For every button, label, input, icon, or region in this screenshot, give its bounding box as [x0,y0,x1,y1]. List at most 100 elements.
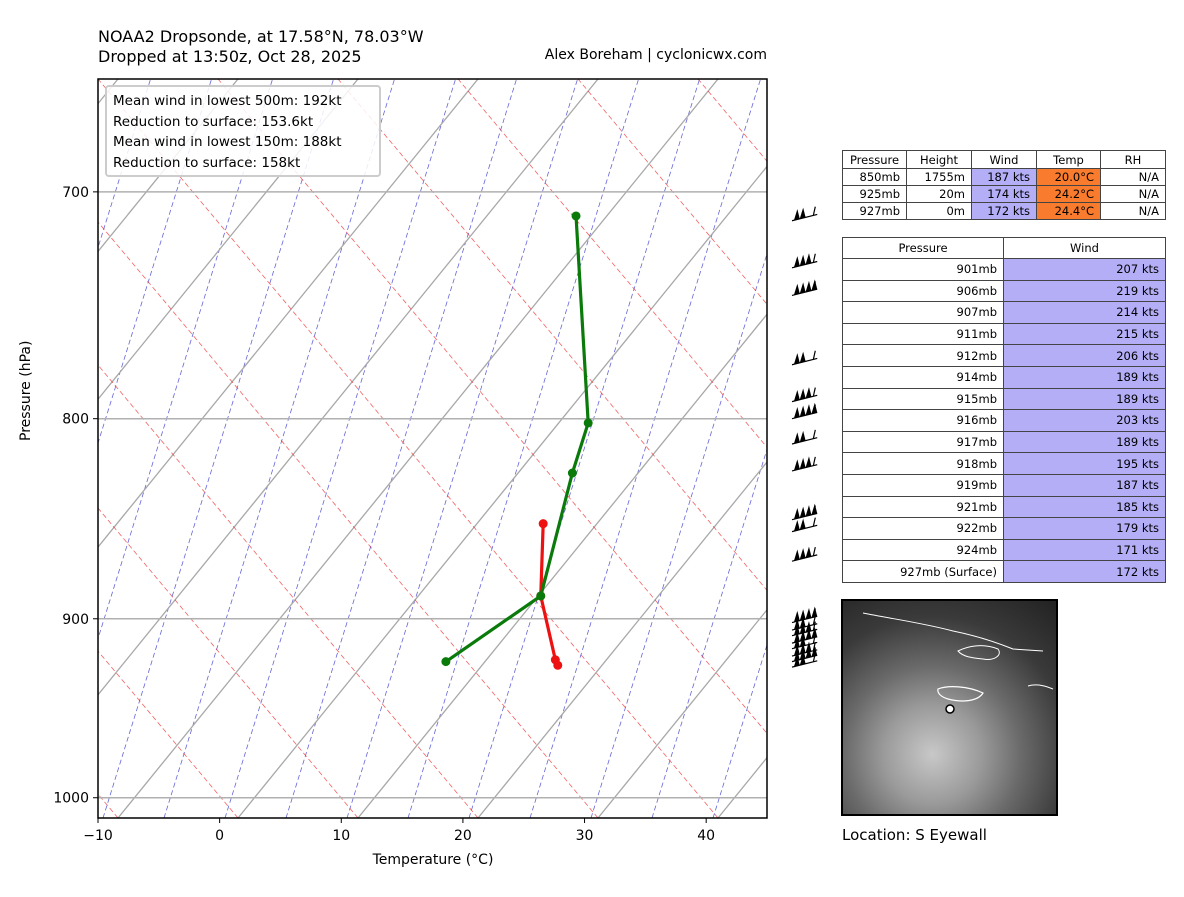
dry-adiabat-line [98,364,479,818]
chart-credit: Alex Boreham | cyclonicwx.com [544,47,767,63]
isotherm-line [163,79,395,818]
cell-temp: 24.4°C [1036,202,1101,220]
cell-wind: 203 kts [1003,409,1166,432]
cell-wind: 172 kts [1003,560,1166,583]
x-tick-label: 40 [697,828,715,844]
dry-adiabat-line [337,79,767,591]
cell-height: 0m [906,202,972,220]
data-point [441,657,451,667]
dry-adiabat-line [217,79,767,734]
cell-rh: N/A [1100,185,1166,203]
skewed-isotherm-line [98,79,599,696]
cell-wind: 214 kts [1003,301,1166,324]
info-line: Mean wind in lowest 150m: 188kt [113,134,342,150]
table-row: 914mb 189 kts [842,365,1166,389]
table-row: 901mb 207 kts [842,258,1166,281]
levels-table-header: Pressure Height Wind Temp RH [842,150,1166,169]
isotherm-line [590,252,767,818]
x-tick-label: 20 [454,828,472,844]
table-row: 906mb 219 kts [842,279,1166,303]
table-row: 924mb 171 kts [842,538,1166,562]
wind-barb [791,429,818,445]
x-axis-label: Temperature (°C) [372,852,494,868]
cell-wind: 207 kts [1003,258,1166,281]
data-point [567,468,577,478]
isotherm-line [407,79,639,818]
wind-barb [791,517,818,533]
cell-pressure: 927mb [842,202,907,220]
table-row: 927mb (Surface) 172 kts [842,560,1166,583]
wind-barb [791,253,818,269]
chart-title-line1: NOAA2 Dropsonde, at 17.58°N, 78.03°W [98,27,424,46]
y-tick-label: 700 [62,185,89,201]
data-point [536,591,546,601]
isotherm-line [285,79,517,818]
table-row: 921mb 185 kts [842,495,1166,519]
x-tick-label: 0 [215,828,224,844]
cell-wind: 195 kts [1003,452,1166,475]
data-point [553,660,563,670]
x-tick-label: −10 [83,828,113,844]
cell-pressure: 907mb [842,301,1004,324]
skewed-isotherm-line [597,608,767,818]
isotherm-line [529,79,761,818]
header-pressure: Pressure [842,237,1004,259]
data-point [538,519,548,529]
cell-wind: 179 kts [1003,517,1166,540]
wind-barb [791,652,818,668]
cell-wind: 219 kts [1003,279,1166,303]
skewed-isotherm-line [98,79,359,401]
coastline-cuba [862,612,1044,652]
table-row: 922mb 179 kts [842,517,1166,540]
cell-wind: 189 kts [1003,365,1166,389]
wind-barb [791,503,818,521]
dry-adiabat-line [98,650,239,818]
header-rh: RH [1100,150,1166,169]
cell-pressure: 916mb [842,409,1004,432]
wind-barb [791,206,818,222]
isotherm-line [98,79,273,640]
wind-barb [791,546,818,562]
skewed-isotherm-line [477,461,767,818]
cell-pressure: 925mb [842,185,907,203]
skewed-isotherm-line [237,165,767,818]
skewed-isotherm-line [117,79,719,818]
cell-wind: 189 kts [1003,430,1166,454]
cell-pressure: 906mb [842,279,1004,303]
table-row: 916mb 203 kts [842,409,1166,432]
isotherm-line [0,79,29,818]
y-axis-ticks: 700 800 900 1000 [53,185,98,807]
cell-wind: 185 kts [1003,495,1166,519]
coastline-islands [1027,684,1054,690]
coastline-hispaniola [957,645,1000,660]
wind-barb [791,350,818,366]
cell-pressure: 912mb [842,344,1004,367]
y-axis-label: Pressure (hPa) [18,340,34,441]
wind-barb [791,634,818,650]
wind-barb [791,627,818,644]
satellite-inset [841,599,1058,816]
cell-wind: 171 kts [1003,538,1166,562]
location-label: Location: S Eyewall [842,826,987,844]
skewed-isotherm-line [98,79,119,105]
sounding-series [441,211,593,670]
table-row: 927mb 0m 172 kts 24.4°C N/A [842,202,1166,220]
cell-wind: 187 kts [1003,473,1166,497]
wind-barbs [791,206,818,668]
cell-rh: N/A [1100,168,1166,186]
wind-barb [791,621,818,637]
cell-pressure: 927mb (Surface) [842,560,1004,583]
wind-barb [791,402,818,420]
dry-adiabat-line [457,79,767,448]
cell-wind: 172 kts [971,202,1037,220]
cell-wind: 215 kts [1003,322,1166,346]
isotherm-line [712,643,767,818]
cell-wind: 206 kts [1003,344,1166,367]
cell-pressure: 901mb [842,258,1004,281]
wind-table: Pressure Wind 901mb 207 kts 906mb 219 kts 90… [842,237,1166,583]
data-point [571,211,581,221]
table-row: 919mb 187 kts [842,473,1166,497]
table-row: 911mb 215 kts [842,322,1166,346]
series-line [444,215,590,663]
skewt-background-lines [0,79,767,818]
